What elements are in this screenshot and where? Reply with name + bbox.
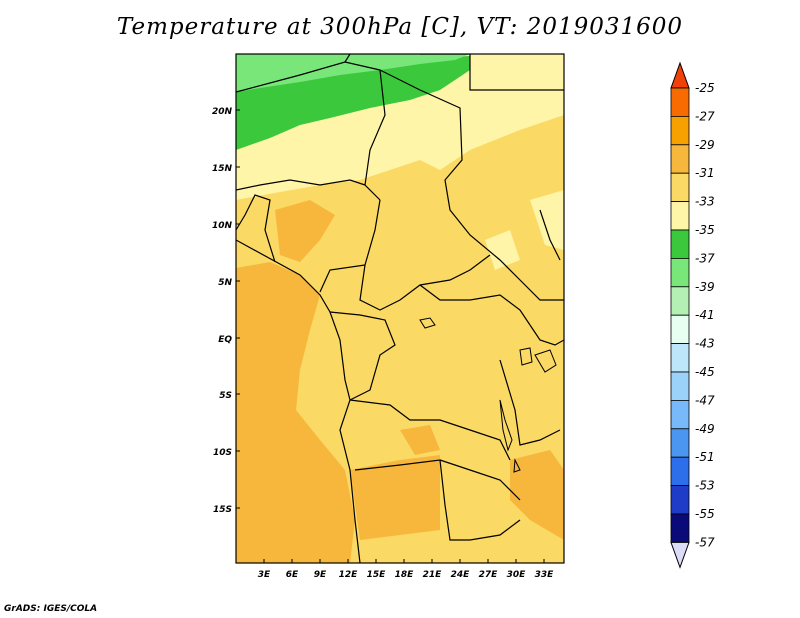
colorbar-label: -35 — [695, 223, 715, 237]
colorbar-swatch — [670, 428, 690, 458]
colorbar-label: -29 — [695, 138, 715, 152]
colorbar-label: -47 — [695, 393, 715, 407]
lon-label: 18E — [395, 570, 415, 580]
colorbar-swatch — [670, 371, 690, 401]
colorbar-swatch — [670, 257, 690, 288]
lon-label: 21E — [423, 570, 443, 580]
colorbar-label: -25 — [695, 81, 715, 95]
colorbar-label: -53 — [695, 479, 715, 493]
colorbar-swatch — [670, 116, 690, 146]
colorbar-arrow-top — [670, 61, 690, 89]
lon-label: 30E — [507, 570, 527, 580]
colorbar-swatch — [670, 314, 690, 345]
colorbar-swatch — [670, 144, 690, 174]
colorbar-swatch — [670, 513, 690, 543]
colorbar-label: -57 — [695, 535, 715, 549]
field-light-green-band — [236, 54, 470, 92]
lon-label: 33E — [535, 570, 555, 580]
colorbar-label: -31 — [695, 166, 715, 180]
colorbar-swatch — [670, 87, 690, 117]
lat-axis: 20N 15N 10N 5N EQ 5S 10S 15S — [212, 107, 233, 515]
colorbar-label: -27 — [695, 109, 715, 123]
lat-label: 10S — [213, 448, 232, 458]
lon-axis: 3E 6E 9E 12E 15E 18E 21E 24E 27E 30E 33E — [258, 570, 554, 580]
field-orange-southeast — [510, 450, 564, 540]
colorbar-label: -49 — [695, 422, 715, 436]
lat-label: 20N — [212, 107, 233, 117]
colorbar-swatch — [670, 172, 690, 202]
colorbar-label: -43 — [695, 337, 715, 351]
colorbar-label: -55 — [695, 507, 715, 521]
colorbar-label: -51 — [695, 450, 715, 464]
country-borders — [236, 54, 564, 563]
colorbar-label: -41 — [695, 308, 715, 322]
lon-label: 15E — [367, 570, 387, 580]
lon-label: 6E — [286, 570, 299, 580]
temperature-field — [236, 54, 564, 563]
lakes — [419, 317, 557, 473]
lat-label: 15N — [212, 164, 233, 174]
colorbar-label: -37 — [695, 251, 715, 265]
credit-text: GrADS: IGES/COLA — [4, 604, 98, 614]
colorbar-swatch — [670, 286, 690, 316]
colorbar-swatch — [670, 229, 690, 259]
colorbar-swatch — [670, 343, 690, 373]
colorbar-swatch — [670, 485, 690, 515]
chart-title: Temperature at 300hPa [C], VT: 201903160… — [116, 14, 684, 40]
lon-label: 12E — [339, 570, 359, 580]
lat-label: 5S — [219, 391, 232, 401]
colorbar: -25 -27 -29 -31 -33 -35 -37 -39 -41 -43 -45 -47 -49 -… — [670, 61, 715, 569]
lat-label: 5N — [218, 278, 232, 288]
lon-label: 9E — [314, 570, 327, 580]
field-orange-south — [350, 455, 440, 540]
colorbar-swatch — [670, 456, 690, 487]
lon-label: 3E — [258, 570, 271, 580]
colorbar-swatch — [670, 399, 690, 430]
colorbar-arrow-bottom — [670, 541, 690, 569]
field-orange-west — [236, 262, 355, 563]
colorbar-label: -45 — [695, 365, 715, 379]
lon-label: 24E — [451, 570, 471, 580]
colorbar-label: -33 — [695, 195, 715, 209]
colorbar-label: -39 — [695, 280, 715, 294]
lon-label: 27E — [479, 570, 499, 580]
lat-label: 10N — [212, 221, 233, 231]
colorbar-swatch — [670, 201, 690, 231]
lat-label: 15S — [213, 505, 232, 515]
map-frame — [235, 53, 565, 564]
lat-label: EQ — [218, 335, 232, 345]
